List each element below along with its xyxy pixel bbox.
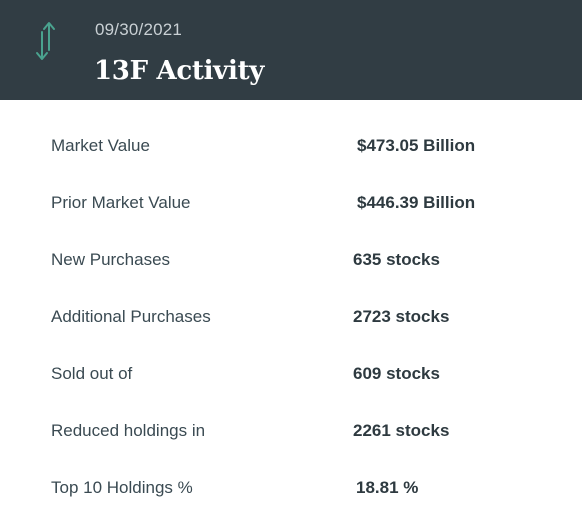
header-banner: 09/30/2021 13F Activity (0, 0, 582, 100)
row-label: Reduced holdings in (51, 421, 206, 440)
list-item-prior-market-value: Prior Market Value $446.39 Billion (0, 183, 582, 223)
list-item-top-10-holdings: Top 10 Holdings % 18.81 % (0, 468, 582, 508)
row-value: 2261 stocks (353, 421, 450, 440)
row-label: New Purchases (51, 250, 171, 269)
list-item-new-purchases: New Purchases 635 stocks (0, 240, 582, 280)
row-label: Additional Purchases (51, 307, 211, 326)
row-value: $473.05 Billion (357, 136, 476, 155)
row-value: $446.39 Billion (357, 193, 476, 212)
list-item-market-value: Market Value $473.05 Billion (0, 126, 582, 166)
row-label: Market Value (51, 136, 150, 155)
row-value: 18.81 % (356, 478, 419, 497)
list-item-additional-purchases: Additional Purchases 2723 stocks (0, 297, 582, 337)
row-label: Top 10 Holdings % (51, 478, 193, 497)
row-value: 2723 stocks (353, 307, 450, 326)
row-label: Sold out of (51, 364, 133, 383)
report-date: 09/30/2021 (95, 20, 183, 39)
list-item-sold-out-of: Sold out of 609 stocks (0, 354, 582, 394)
row-value: 635 stocks (353, 250, 440, 269)
row-label: Prior Market Value (51, 193, 191, 212)
row-value: 609 stocks (353, 364, 440, 383)
page-title: 13F Activity (94, 56, 265, 86)
vertical-arrows-icon (36, 22, 55, 60)
list-item-reduced-holdings: Reduced holdings in 2261 stocks (0, 411, 582, 451)
